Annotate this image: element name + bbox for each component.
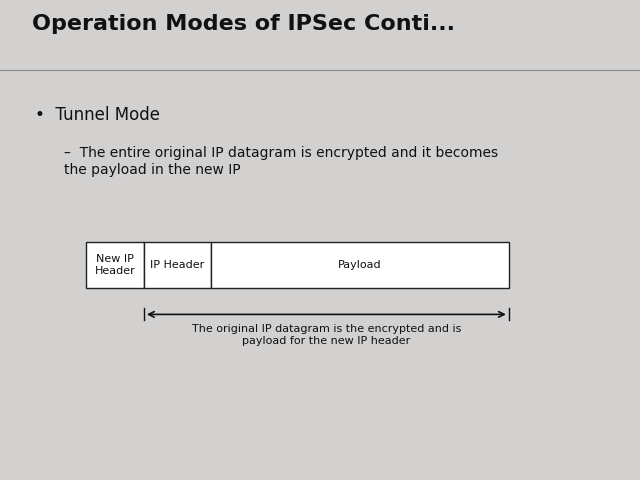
Text: Operation Modes of IPSec Conti...: Operation Modes of IPSec Conti... [32,14,455,35]
Text: New IP
Header: New IP Header [95,254,136,276]
Bar [86,242,144,288]
Text: The original IP datagram is the encrypted and is
payload for the new IP header: The original IP datagram is the encrypte… [192,324,461,346]
Text: Payload: Payload [338,260,382,270]
Bar [144,242,211,288]
Bar [211,242,509,288]
Text: –  The entire original IP datagram is encrypted and it becomes
the payload in th: – The entire original IP datagram is enc… [64,146,498,177]
Text: IP Header: IP Header [150,260,205,270]
Text: •  Tunnel Mode: • Tunnel Mode [35,106,160,123]
